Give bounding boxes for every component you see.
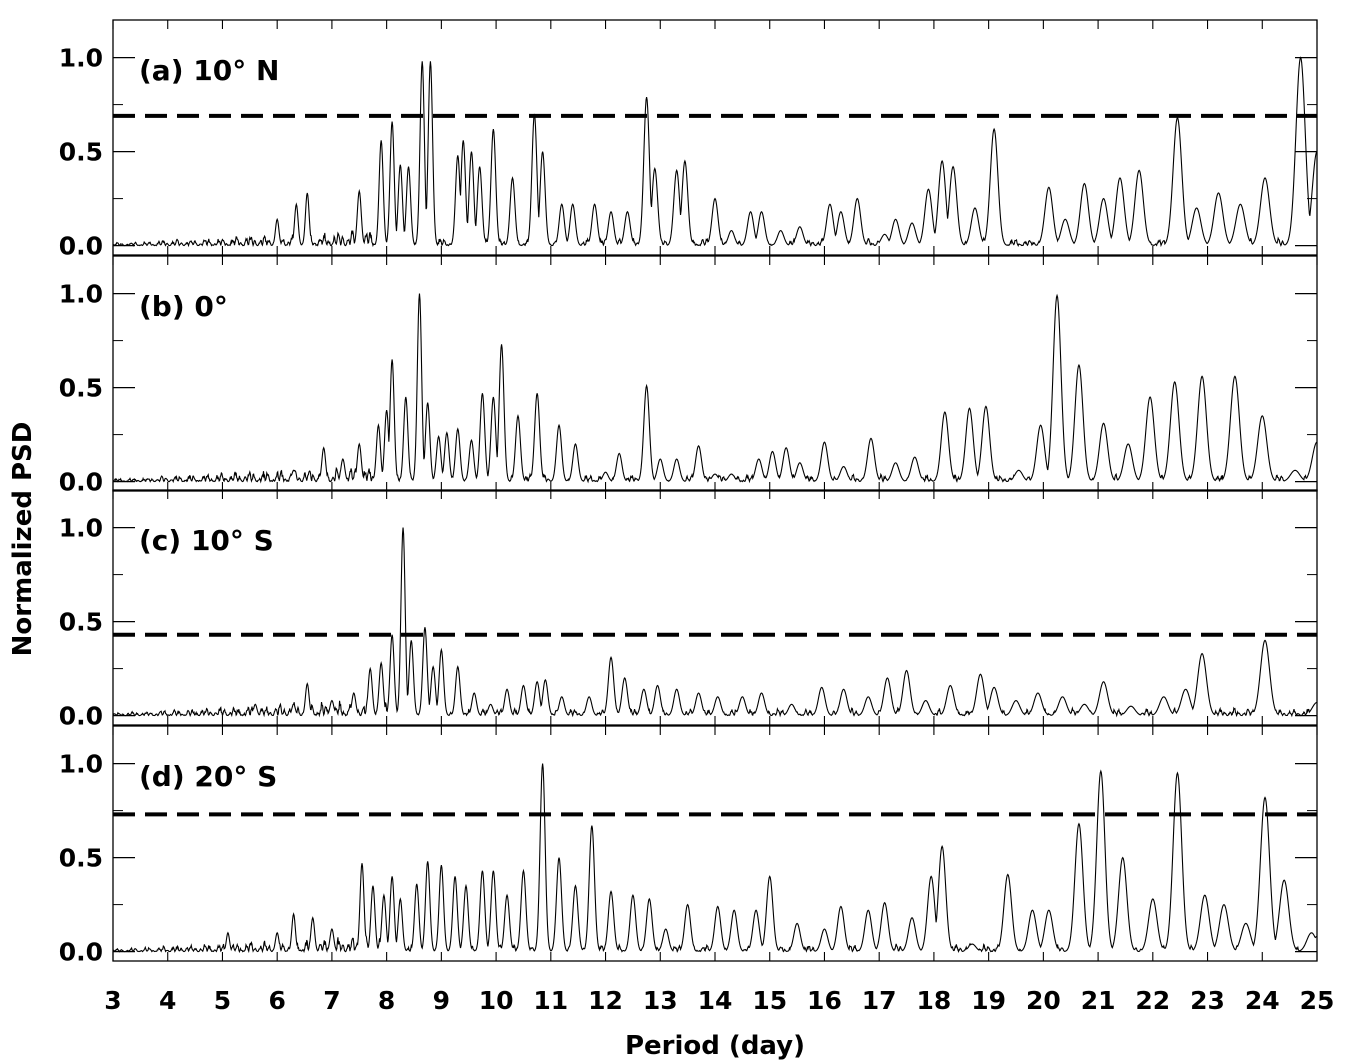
x-tick-label: 24 [1245, 986, 1280, 1015]
panel-frame [112, 255, 1318, 492]
x-tick-label: 14 [698, 986, 733, 1015]
panel-c: 0.0 0.5 1.0 (c) 10° S [59, 489, 1318, 731]
y-tick-label: 0.5 [59, 844, 103, 873]
y-tick-label: 1.0 [59, 44, 103, 73]
panel-b: 0.0 0.5 1.0 (b) 0° [59, 255, 1318, 497]
panel-frame [112, 19, 1318, 256]
x-tick-label: 18 [917, 986, 952, 1015]
x-tick-label: 3 [104, 986, 121, 1015]
panel-label: (a) 10° N [139, 54, 279, 87]
panels-group: 0.0 0.5 1.0 (a) 10° N 0.0 0.5 1.0 (b) 0° 0.0 0.5 1… [59, 19, 1318, 967]
x-tick-label: 15 [752, 986, 787, 1015]
psd-series-line [112, 527, 1318, 718]
panel-a: 0.0 0.5 1.0 (a) 10° N [59, 19, 1318, 261]
x-tick-label: 23 [1190, 986, 1225, 1015]
x-tick-label: 16 [807, 986, 842, 1015]
psd-series-line [112, 763, 1318, 954]
x-tick-label: 6 [268, 986, 285, 1015]
x-tick-label: 9 [433, 986, 450, 1015]
y-tick-label: 1.0 [59, 514, 103, 543]
x-tick-label: 19 [971, 986, 1006, 1015]
y-tick-label: 1.0 [59, 280, 103, 309]
x-tick-label: 22 [1135, 986, 1170, 1015]
psd-series-line [112, 293, 1318, 484]
y-axis-title: Normalized PSD [8, 422, 38, 657]
y-tick-label: 0.5 [59, 374, 103, 403]
psd-series-line [112, 56, 1318, 248]
y-tick-label: 0.5 [59, 138, 103, 167]
panel-label: (b) 0° [139, 290, 228, 323]
y-tick-label: 0.0 [59, 702, 103, 731]
x-tick-label: 8 [378, 986, 395, 1015]
x-tick-label: 12 [588, 986, 623, 1015]
x-tick-labels: 3 4 5 6 7 8 9 10 11 12 13 14 15 16 17 18 19 20 21 22 23 24 25 [104, 986, 1334, 1015]
x-tick-label: 20 [1026, 986, 1061, 1015]
panel-label: (c) 10° S [139, 524, 274, 557]
x-tick-label: 10 [479, 986, 514, 1015]
x-tick-label: 5 [214, 986, 231, 1015]
y-tick-label: 0.0 [59, 468, 103, 497]
y-tick-label: 0.5 [59, 608, 103, 637]
x-tick-label: 21 [1081, 986, 1116, 1015]
x-tick-label: 13 [643, 986, 678, 1015]
y-tick-label: 1.0 [59, 750, 103, 779]
panel-d: 0.0 0.5 1.0 (d) 20° S [59, 725, 1318, 967]
panel-frame [112, 489, 1318, 726]
x-axis-title: Period (day) [625, 1031, 805, 1061]
x-tick-label: 4 [159, 986, 176, 1015]
x-tick-label: 17 [862, 986, 897, 1015]
panel-label: (d) 20° S [139, 760, 277, 793]
y-tick-label: 0.0 [59, 232, 103, 261]
x-tick-label: 7 [323, 986, 340, 1015]
x-tick-label: 25 [1300, 986, 1335, 1015]
y-tick-label: 0.0 [59, 938, 103, 967]
x-tick-label: 11 [533, 986, 568, 1015]
